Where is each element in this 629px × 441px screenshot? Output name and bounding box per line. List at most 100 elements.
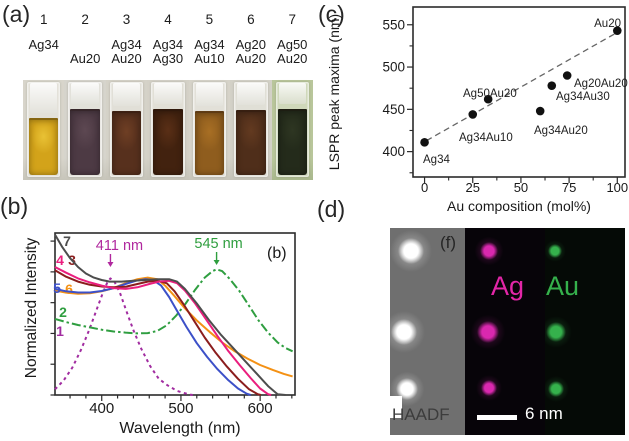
x-tick-label: 600	[248, 400, 273, 417]
cuvette-liquid	[111, 111, 142, 175]
scale-bar-label: 6 nm	[525, 404, 563, 423]
sample-composition-line1: Ag20	[235, 37, 266, 52]
sample-number: 6	[247, 12, 255, 27]
sample-composition-line2: Au20	[69, 51, 101, 66]
spectrum-curve-3	[54, 269, 262, 396]
cuvette	[192, 82, 227, 177]
ag-map-label: Ag	[491, 271, 525, 301]
haadf-corner-box	[390, 396, 402, 418]
cuvette-photo-cell	[188, 80, 231, 180]
sample-composition-line1: Ag34	[152, 37, 184, 52]
cuvette-cap	[112, 83, 141, 106]
x-tick-label: 25	[466, 180, 480, 195]
cuvette-cap	[237, 83, 265, 105]
y-axis-label: LSPR peak maxima (nm)	[326, 14, 342, 170]
haadf-label: HAADF	[392, 405, 450, 424]
x-tick-label: 500	[168, 400, 193, 417]
y-tick-label: 500	[382, 60, 405, 75]
sample-composition-line2: Au20	[111, 51, 142, 66]
scatter-point-Ag20Au20	[562, 71, 572, 80]
cuvette	[109, 82, 144, 177]
sample-column-4: 4 Ag34 Ag30	[147, 12, 189, 180]
cuvette-liquid	[277, 109, 307, 175]
cuvette-cap	[195, 83, 224, 106]
x-tick-label: 400	[89, 400, 114, 417]
panel-c-label: (c)	[318, 1, 345, 27]
panel-d-elemental-maps: (f) Ag Au HAADF 6 nm	[390, 228, 625, 435]
scatter-point-label-Ag20Au20: Ag20Au20	[574, 78, 628, 90]
cuvette-cap	[278, 83, 306, 104]
curve-label-6: 6	[65, 281, 73, 297]
scale-bar	[477, 415, 517, 420]
cuvette	[234, 82, 268, 177]
scatter-point-Ag34	[420, 138, 429, 147]
cuvette-liquid	[194, 111, 225, 175]
sample-column-2: 2 Au20	[64, 12, 106, 180]
annotation-arrowhead	[213, 260, 220, 265]
annotation-arrowhead	[107, 262, 114, 267]
cuvette	[275, 82, 309, 177]
cuvette-cap	[30, 83, 58, 113]
cuvette-liquid	[29, 118, 59, 175]
curve-label-7: 7	[63, 233, 71, 249]
sample-column-6: 6 Ag20 Au20	[230, 12, 272, 180]
panel-d-ag-map	[465, 228, 545, 435]
spectrum-curve-7	[54, 234, 286, 396]
scatter-point-label-Ag34Au10: Ag34Au10	[459, 132, 513, 144]
sample-number: 3	[122, 12, 131, 27]
panel-b-label: (b)	[0, 193, 29, 219]
cuvette-photo-cell	[105, 80, 148, 180]
f-label: (f)	[440, 233, 457, 252]
sample-column-3: 3 Ag34 Au20	[105, 12, 148, 180]
panel-d-label: (d)	[317, 196, 346, 222]
cuvette	[68, 82, 102, 177]
scatter-point-label-Ag34Au20: Ag34Au20	[534, 125, 588, 137]
cuvette-liquid	[153, 109, 183, 175]
y-tick-label: 450	[382, 102, 405, 117]
panel-d-au-map	[545, 228, 625, 435]
au-map-label: Au	[546, 271, 580, 301]
sample-composition-line2: Au20	[277, 51, 308, 66]
sample-number: 4	[164, 12, 172, 27]
sample-number: 7	[288, 12, 296, 27]
scatter-point-Au20	[612, 26, 622, 35]
scatter-point-Ag34Au10	[468, 110, 478, 119]
scatter-point-label-Ag34Au30: Ag34Au30	[556, 91, 610, 103]
panel-a-label: (a)	[2, 1, 31, 27]
y-axis-label: Normalized Intensity	[23, 238, 40, 379]
sample-column-5: 5 Ag34 Au10	[188, 12, 231, 180]
x-axis-label: Au composition (mol%)	[447, 198, 591, 214]
lspr-scatter-chart: 0 25 50 75 100 400 450 500 550 Ag34 Ag34Au10 Ag50Au…	[326, 6, 628, 214]
y-tick-label: 550	[382, 17, 405, 32]
scatter-point-label-Ag34: Ag34	[423, 154, 450, 166]
scatter-point-Ag34Au20	[535, 106, 545, 116]
sample-composition-line2	[23, 52, 64, 66]
peak-annotation-0: 411 nm	[96, 238, 143, 254]
cuvette-liquid	[70, 109, 100, 175]
sample-composition-line1: Ag34	[28, 37, 59, 52]
scatter-point-label-Ag50Au20: Ag50Au20	[463, 88, 517, 100]
cuvette	[27, 82, 61, 177]
cuvette-cap	[154, 83, 182, 104]
sample-number: 2	[81, 12, 89, 27]
sample-composition-line1	[64, 38, 105, 52]
sample-column-7: 7 Ag50 Au20	[271, 12, 313, 180]
x-tick-label: 0	[421, 180, 428, 195]
peak-annotation-1: 545 nm	[194, 236, 242, 252]
spectrum-curve-5	[54, 278, 251, 396]
x-tick-label: 50	[514, 180, 528, 195]
scatter-point-Ag50Au20	[483, 94, 493, 104]
x-tick-label: 75	[562, 180, 576, 195]
curve-label-1: 1	[56, 323, 64, 339]
panel-d-haadf	[390, 228, 465, 435]
sample-composition-line2: Au10	[194, 51, 225, 66]
cuvette-liquid	[236, 110, 266, 175]
sample-composition-line1: Ag34	[194, 37, 225, 52]
sample-composition-line2: Ag30	[152, 51, 184, 66]
x-tick-label: 100	[606, 180, 628, 195]
curve-label-5: 5	[53, 280, 61, 296]
plot-inner-label: (b)	[267, 245, 287, 262]
panel-a-cuvette-photo: 1 Ag34 2 Au20 3 Ag34 Au20 4 Ag34 Ag30 5 Ag34 Au10 6 Ag…	[23, 12, 313, 180]
